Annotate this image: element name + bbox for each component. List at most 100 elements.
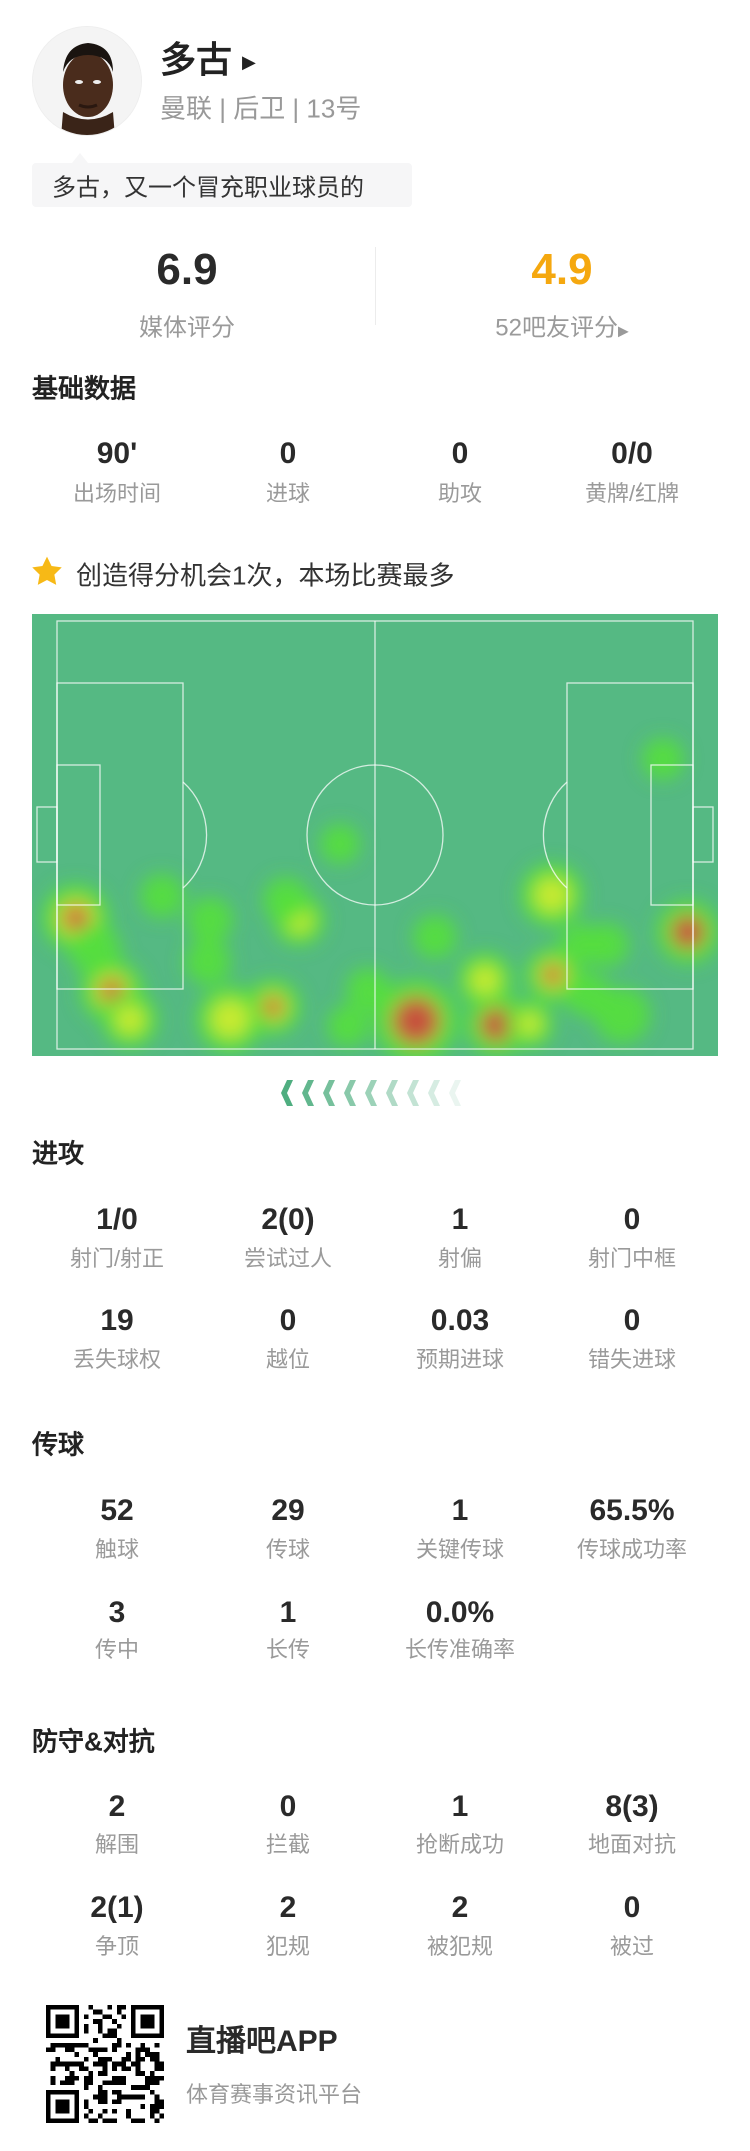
stat-label: 传球成功率 [576,1537,688,1562]
heat-spot [69,924,121,976]
stat-value: 3 [108,1596,126,1629]
heat-spot [585,923,629,967]
stat-label: 被过 [609,1934,655,1959]
heatmap-pitch [32,614,718,1056]
chevron-left-icon [407,1080,419,1106]
stat-value: 8(3) [605,1790,659,1823]
heat-spot [327,1005,369,1047]
app-name: 直播吧APP [186,2025,338,2058]
section-title-attack: 进攻 [32,1138,85,1169]
section-title-basic: 基础数据 [32,373,137,404]
highlight-text: 创造得分机会1次，本场比赛最多 [76,560,455,591]
stat-label: 解围 [94,1832,140,1857]
stat-label: 黄牌/红牌 [584,481,680,506]
stat-label: 传中 [94,1637,140,1662]
player-name-link[interactable]: 多古 ▶ [160,31,256,83]
comment-text: 多古，又一个冒充职业球员的 [52,174,364,202]
stat-label: 长传 [265,1637,311,1662]
stat-value: 19 [100,1304,134,1337]
stat-label: 被犯规 [426,1934,494,1959]
stat-label: 射门/射正 [69,1246,165,1271]
right-goal [692,806,714,863]
stat-value: 0 [279,1790,297,1823]
qr-code[interactable] [46,2005,164,2123]
stat-label: 尝试过人 [243,1246,333,1271]
stat-label: 拦截 [265,1832,311,1857]
media-rating-label: 媒体评分 [139,314,235,342]
media-rating-value: 6.9 [156,245,218,294]
stat-value: 0.03 [430,1304,490,1337]
pitch-lines [36,620,714,1050]
chevron-left-icon [281,1080,293,1106]
stat-label: 丢失球权 [72,1347,162,1372]
rating-divider [375,247,376,325]
stat-label: 地面对抗 [587,1832,677,1857]
heat-spot [518,1012,542,1036]
fan-rating-value: 4.9 [531,245,593,294]
comment-bubble[interactable]: 多古，又一个冒充职业球员的 [32,153,412,207]
player-photo-icon [33,27,141,135]
stat-label: 助攻 [437,481,483,506]
chevron-left-icon [386,1080,398,1106]
heat-spot [115,1005,145,1035]
right-penalty-arc [542,781,568,889]
heat-spot [534,877,570,913]
stat-label: 出场时间 [72,481,162,506]
stat-value: 0.0% [425,1596,495,1629]
stat-label: 争顶 [94,1934,140,1959]
heat-spot [671,915,705,949]
section-title-defense: 防守&对抗 [32,1726,155,1757]
fan-rating-link[interactable]: 52吧友评分▶ [495,308,628,343]
attack-direction-arrows-icon [281,1080,461,1106]
heat-spot [187,897,233,943]
chevron-left-icon [344,1080,356,1106]
chevron-left-icon [449,1080,461,1106]
left-penalty-arc [182,781,208,889]
stat-value: 1 [451,1494,469,1527]
stat-value: 90' [96,437,138,470]
app-tagline: 体育赛事资讯平台 [186,2082,363,2107]
stat-value: 1 [279,1596,297,1629]
stat-label: 越位 [265,1347,311,1372]
stat-value: 0/0 [611,437,653,470]
stat-label: 传球 [265,1537,311,1562]
heat-spot [185,939,231,985]
heat-spot [346,968,390,1012]
stat-value: 0 [451,437,469,470]
heat-spot [470,965,500,995]
player-subtitle: 曼联 | 后卫 | 13号 [160,93,362,124]
stat-label: 关键传球 [415,1537,505,1562]
stat-label: 错失进球 [587,1347,677,1372]
stat-value: 0 [623,1304,641,1337]
stat-value: 0 [279,1304,297,1337]
stat-label: 进球 [265,481,311,506]
stat-value: 0 [623,1203,641,1236]
stat-value: 2 [451,1891,469,1924]
heat-spot [392,997,440,1045]
stat-value: 29 [271,1494,305,1527]
caret-right-icon: ▶ [617,322,629,339]
heat-spot [564,971,610,1017]
stat-value: 52 [100,1494,134,1527]
heat-spot [140,874,184,918]
heat-spot [65,907,87,929]
stat-value: 2(1) [90,1891,144,1924]
section-title-passing: 传球 [32,1429,85,1460]
heat-spot [263,877,309,923]
stat-label: 触球 [94,1537,140,1562]
heat-spot [480,1008,514,1042]
stat-value: 2 [108,1790,126,1823]
stat-label: 预期进球 [415,1347,505,1372]
heat-spot [210,999,250,1039]
heat-spot [544,966,562,984]
chevron-left-icon [365,1080,377,1106]
stat-label: 抢断成功 [415,1832,505,1857]
center-circle [306,764,444,906]
heat-spot [320,824,360,864]
heat-spot [642,738,684,780]
heat-layer [42,738,718,1056]
star-icon [30,555,64,594]
stat-value: 1/0 [96,1203,138,1236]
stat-value: 0 [279,437,297,470]
stat-value: 1 [451,1790,469,1823]
